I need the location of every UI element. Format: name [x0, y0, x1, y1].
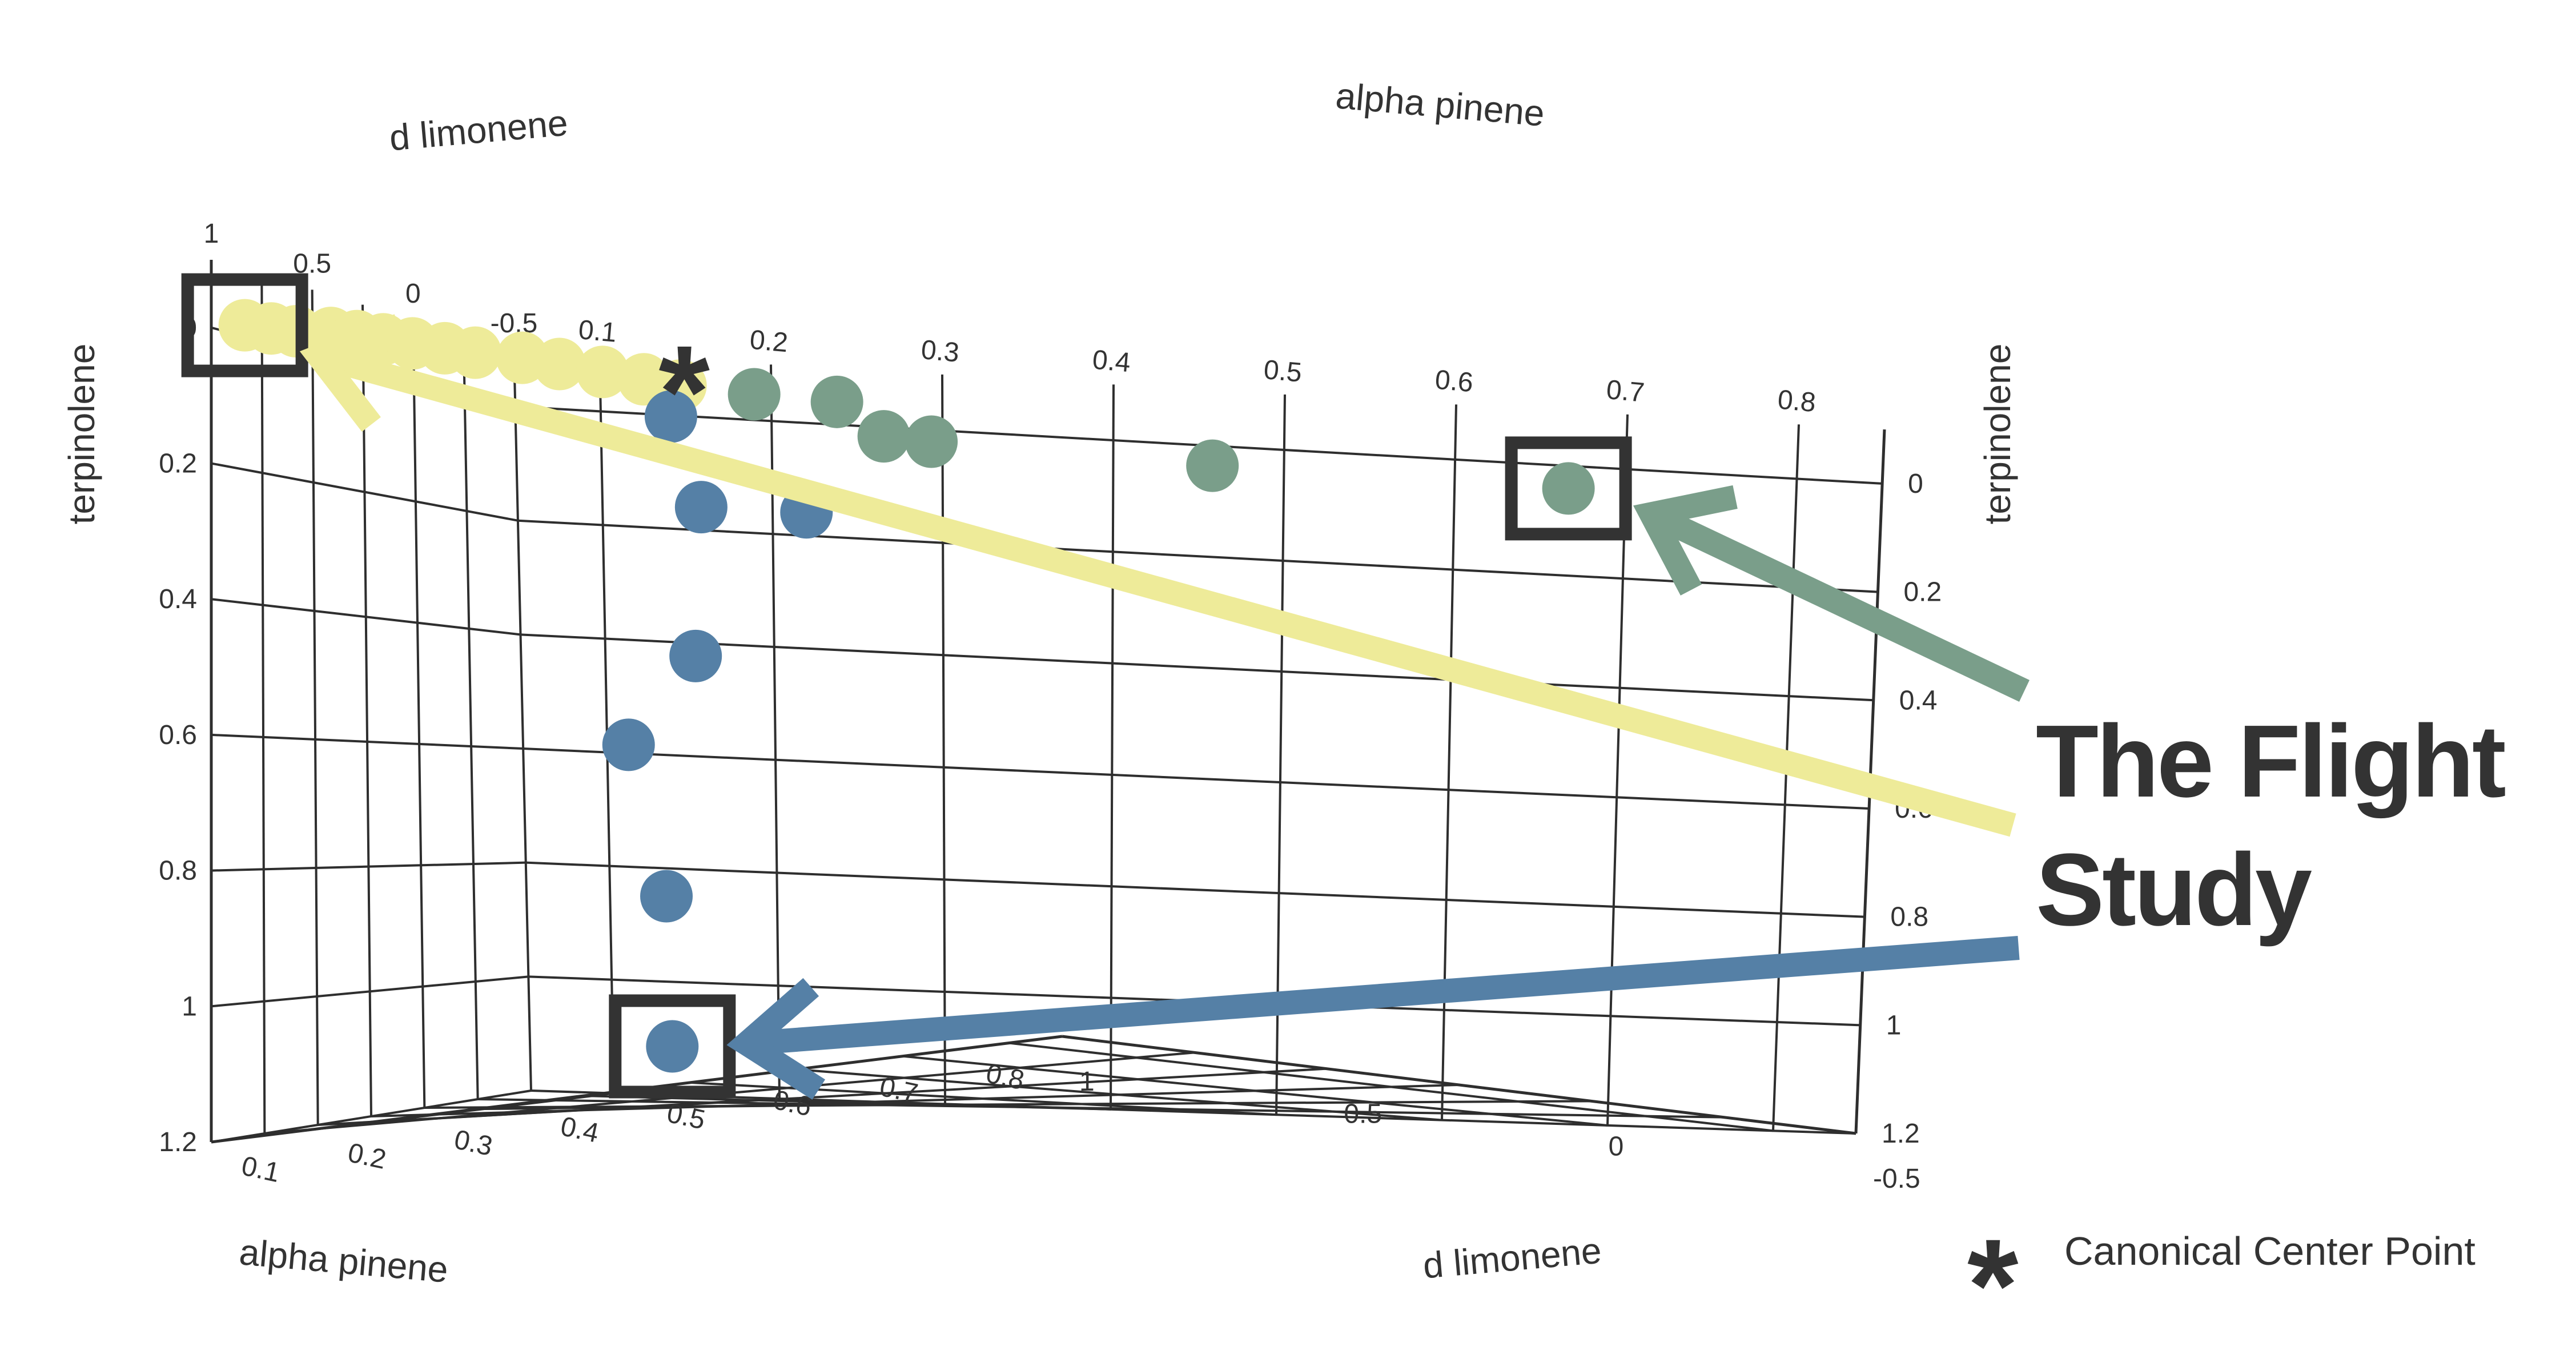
headline-line-1: The Flight: [2036, 704, 2505, 819]
x-tick-top: 0.3: [920, 335, 961, 368]
side-wall-grid-line: [211, 462, 519, 522]
side-wall-grid-line: [412, 319, 426, 1108]
side-wall-grid-line: [211, 1089, 532, 1143]
axis-title-y-top: d limonene: [388, 102, 569, 159]
legend-asterisk-icon: *: [1967, 1212, 2019, 1358]
side-wall-grid-line: [462, 334, 479, 1100]
side-wall-grid-line: [211, 975, 529, 1008]
x-tick-top: 0.2: [749, 325, 789, 359]
green-data-point: [728, 368, 781, 421]
green-data-point: [857, 410, 910, 463]
side-wall-grid-line: [361, 304, 372, 1117]
back-wall-grid-line: [517, 519, 1878, 593]
side-wall-grid-line: [260, 275, 266, 1134]
side-wall-grid-line: [211, 598, 521, 636]
blue-data-point: [644, 390, 697, 443]
x-tick-top: 0.5: [1263, 355, 1303, 388]
side-wall-grid-line: [211, 861, 526, 872]
axis-title-y-bottom: d limonene: [1421, 1230, 1603, 1286]
green-data-point: [1542, 462, 1595, 515]
z-tick-left: 1: [182, 991, 197, 1022]
back-wall-grid-line: [1441, 404, 1457, 1120]
axis-title-z-left: terpinolene: [61, 344, 102, 525]
z-tick-left: 0.6: [159, 720, 197, 750]
floor-grid-line: [318, 1067, 1327, 1126]
back-wall-grid-line: [520, 633, 1874, 702]
green-arrow-head: [1633, 485, 1738, 596]
side-wall-grid-line: [513, 349, 532, 1091]
x-tick-top: 0.8: [1777, 385, 1817, 419]
z-tick-right: 1.2: [1882, 1119, 1920, 1149]
blue-arrow-head: [726, 978, 826, 1100]
blue-data-point: [602, 718, 655, 771]
side-wall-grid-line: [311, 290, 319, 1125]
yellow-data-point: [533, 337, 586, 391]
x-tick-bottom: 0.4: [558, 1111, 601, 1149]
blue-data-point: [674, 481, 728, 534]
back-wall-grid-line: [1772, 424, 1800, 1131]
z-tick-left: 1.2: [159, 1127, 197, 1157]
axis-title-x-bottom: alpha pinene: [238, 1231, 449, 1290]
back-wall-grid-line: [598, 354, 615, 1093]
back-wall-grid-line: [1110, 384, 1115, 1109]
center-point-marker: *: [658, 318, 712, 465]
z-tick-right: 1: [1886, 1010, 1902, 1040]
green-data-point: [905, 415, 958, 468]
x-tick-top: 0.7: [1605, 375, 1646, 408]
y-tick-top: 0: [405, 279, 421, 309]
x-tick-top: 0.4: [1091, 345, 1132, 379]
blue-data-point: [646, 1020, 699, 1073]
highlight-boxes: [181, 273, 1632, 1099]
y-tick-bottom: 1: [1079, 1067, 1095, 1097]
blue-data-point: [640, 870, 693, 923]
x-tick-bottom: 0.8: [983, 1059, 1027, 1096]
x-tick-bottom: 0.3: [452, 1124, 495, 1162]
back-wall-grid-line: [523, 747, 1870, 810]
headline: The Flight Study: [2036, 704, 2507, 947]
y-tick-top: 1: [204, 219, 219, 249]
green-data-point: [810, 375, 863, 428]
legend: * Canonical Center Point: [1967, 1212, 2475, 1358]
headline-line-2: Study: [2036, 833, 2312, 947]
green-arrow: [1646, 503, 2030, 702]
axis-title-z-right: terpinolene: [1977, 344, 2018, 525]
y-tick-bottom: 0.5: [1344, 1099, 1382, 1129]
blue-arrow: [745, 936, 2020, 1056]
y-tick-bottom: 0: [1609, 1131, 1624, 1161]
back-wall-grid-line: [531, 1089, 1856, 1135]
frame-edge: [1062, 1035, 1856, 1135]
yellow-arrow: [316, 345, 2016, 837]
x-tick-top: 0.6: [1434, 365, 1474, 399]
side-wall-grid-line: [211, 733, 524, 750]
data-points: [218, 299, 1595, 1073]
z-tick-left: 0.8: [159, 856, 197, 886]
z-tick-right: 0: [1908, 469, 1923, 499]
yellow-data-point: [449, 326, 502, 379]
x-tick-bottom: 0.2: [345, 1137, 388, 1175]
green-data-point: [1186, 439, 1239, 492]
blue-data-point: [669, 629, 722, 682]
axis-title-x-top: alpha pinene: [1334, 75, 1546, 134]
z-tick-right: 0.8: [1890, 902, 1928, 932]
z-tick-right: 0.4: [1899, 685, 1938, 715]
yellow-arrow-head: [299, 314, 403, 432]
grid: [210, 260, 1886, 1144]
legend-label: Canonical Center Point: [2064, 1229, 2475, 1273]
y-tick-bottom: -0.5: [1873, 1164, 1920, 1194]
yellow-data-point: [576, 345, 629, 399]
center-point-asterisk-icon: *: [658, 318, 710, 465]
back-wall-grid-line: [941, 374, 946, 1104]
floor-grid-line: [424, 1100, 1592, 1109]
z-tick-left: 0.4: [159, 584, 197, 614]
annotation-arrows: [299, 314, 2030, 1100]
x-tick-bottom: 0.1: [239, 1151, 282, 1188]
x-tick-top: 0.1: [577, 315, 618, 348]
z-tick-right: 0.2: [1903, 577, 1942, 608]
yellow-highlight-box: [181, 273, 308, 377]
green-highlight-box: [1505, 436, 1632, 541]
z-tick-left: 0.2: [159, 449, 197, 479]
back-wall-grid-line: [525, 861, 1865, 918]
